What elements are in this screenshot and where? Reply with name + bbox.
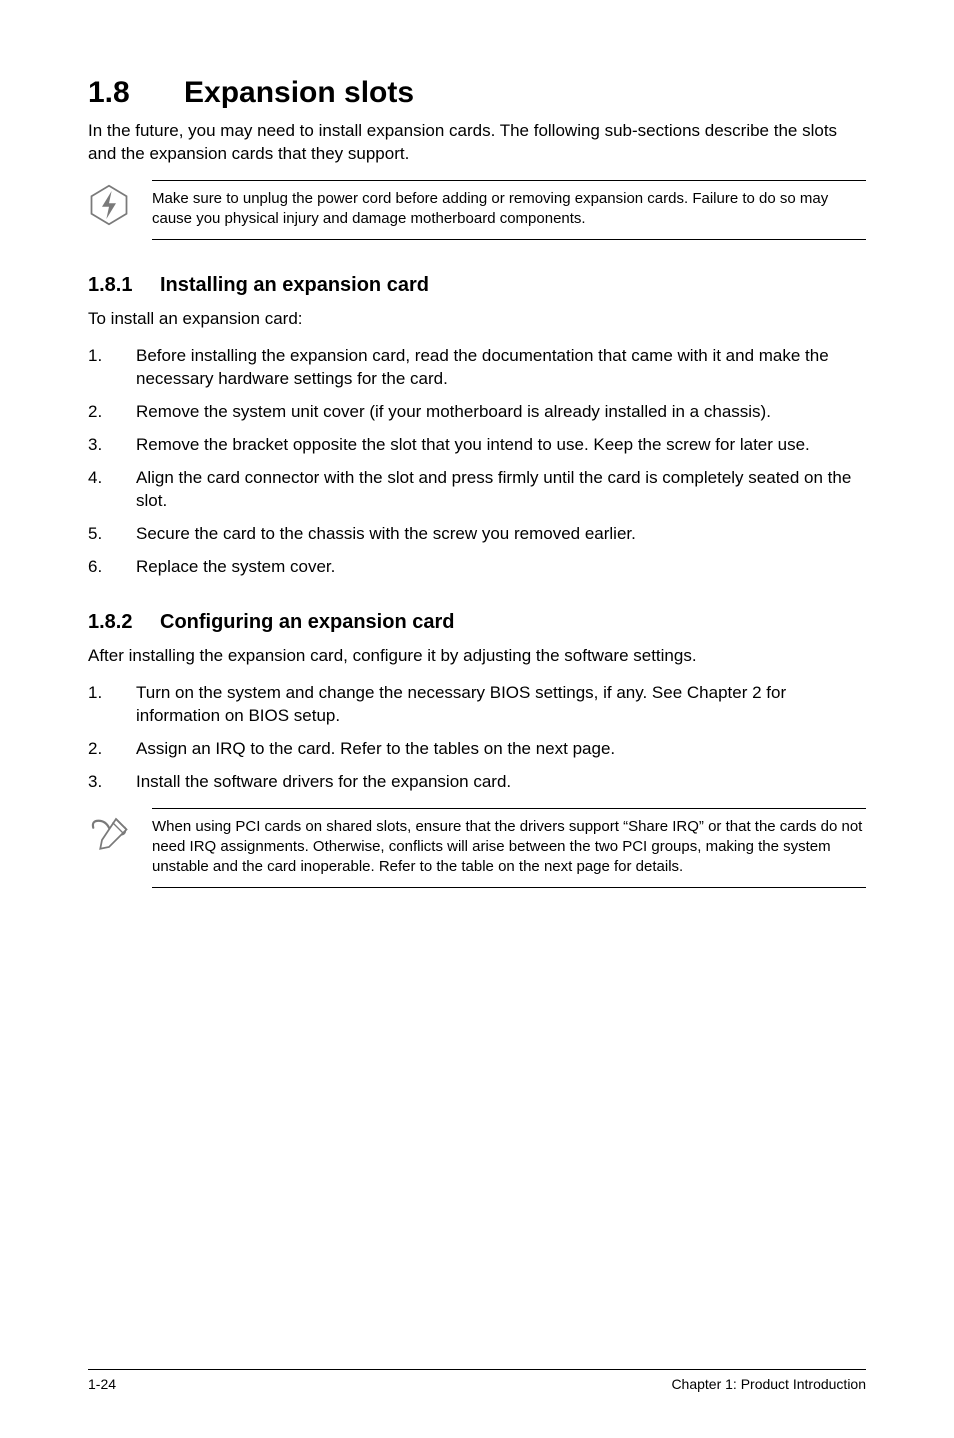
list-item: Install the software drivers for the exp…	[88, 771, 866, 794]
subsection-title: Configuring an expansion card	[160, 611, 454, 633]
list-item: Turn on the system and change the necess…	[88, 682, 866, 728]
subsection-heading: 1.8.2Configuring an expansion card	[88, 611, 866, 634]
list-item: Replace the system cover.	[88, 556, 866, 579]
subsection-heading: 1.8.1Installing an expansion card	[88, 274, 866, 297]
section-heading: 1.8Expansion slots	[88, 76, 866, 110]
lightning-icon	[88, 184, 130, 226]
note-callout: When using PCI cards on shared slots, en…	[88, 808, 866, 889]
subsection-lead: To install an expansion card:	[88, 309, 866, 329]
warning-callout: Make sure to unplug the power cord befor…	[88, 180, 866, 241]
configure-steps-list: Turn on the system and change the necess…	[88, 682, 866, 794]
section-intro: In the future, you may need to install e…	[88, 120, 866, 166]
list-item: Assign an IRQ to the card. Refer to the …	[88, 738, 866, 761]
chapter-label: Chapter 1: Product Introduction	[671, 1376, 866, 1392]
subsection-title: Installing an expansion card	[160, 274, 429, 296]
list-item: Align the card connector with the slot a…	[88, 467, 866, 513]
subsection-number: 1.8.1	[88, 274, 160, 297]
section-number: 1.8	[88, 76, 184, 110]
note-text: When using PCI cards on shared slots, en…	[152, 808, 866, 889]
install-steps-list: Before installing the expansion card, re…	[88, 345, 866, 579]
page-footer: 1-24 Chapter 1: Product Introduction	[88, 1369, 866, 1392]
list-item: Remove the system unit cover (if your mo…	[88, 401, 866, 424]
list-item: Remove the bracket opposite the slot tha…	[88, 434, 866, 457]
list-item: Secure the card to the chassis with the …	[88, 523, 866, 546]
warning-text: Make sure to unplug the power cord befor…	[152, 180, 866, 241]
subsection-number: 1.8.2	[88, 611, 160, 634]
list-item: Before installing the expansion card, re…	[88, 345, 866, 391]
pencil-note-icon	[88, 812, 130, 854]
section-title: Expansion slots	[184, 76, 414, 109]
subsection-lead: After installing the expansion card, con…	[88, 646, 866, 666]
page-number: 1-24	[88, 1376, 116, 1392]
